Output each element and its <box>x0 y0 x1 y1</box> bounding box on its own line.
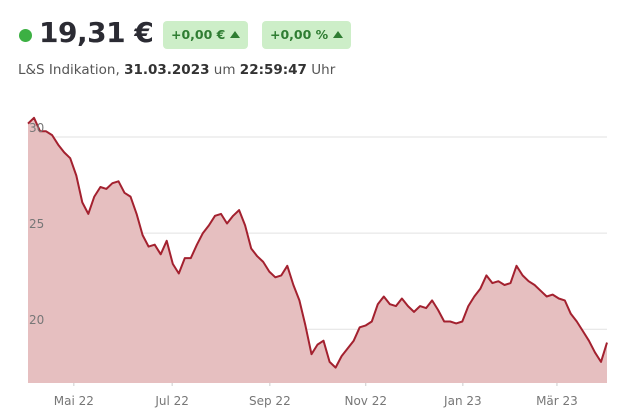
up-icon <box>333 31 344 38</box>
x-tick-label: Mär 23 <box>536 394 578 408</box>
time: 22:59:47 <box>239 62 307 78</box>
y-tick-label: 25 <box>29 217 44 231</box>
change-abs: +0,00 € <box>171 27 226 42</box>
y-tick-label: 30 <box>29 121 44 135</box>
x-tick-label: Nov 22 <box>344 394 387 408</box>
line <box>27 116 608 369</box>
x-tick-label: Mai 22 <box>54 394 94 408</box>
x-tick-label: Jul 22 <box>154 394 189 408</box>
y-tick-label: 20 <box>29 313 44 327</box>
date: 31.03.2023 <box>124 62 210 78</box>
area <box>28 117 607 384</box>
unit: Uhr <box>311 62 336 78</box>
source: L&S Indikation, <box>18 62 120 78</box>
change-pct-badge: +0,00 % <box>262 21 352 49</box>
status-dot <box>19 29 32 42</box>
change-pct: +0,00 % <box>270 27 329 42</box>
x-tick-label: Jan 23 <box>443 394 482 408</box>
change-abs-badge: +0,00 € <box>163 21 249 49</box>
quote-info: L&S Indikation, 31.03.2023 um 22:59:47 U… <box>18 62 335 78</box>
at-word: um <box>213 62 236 78</box>
up-icon <box>230 31 241 38</box>
x-tick-label: Sep 22 <box>249 394 291 408</box>
price: 19,31 € <box>39 16 154 49</box>
